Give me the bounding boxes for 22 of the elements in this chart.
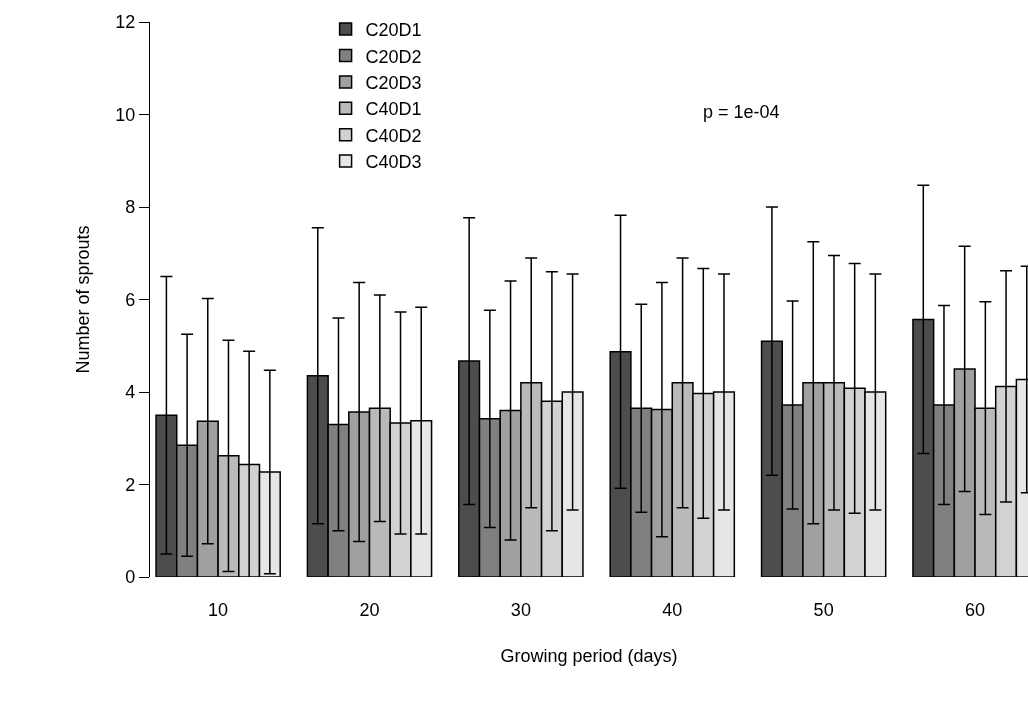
legend-label: C40D2	[365, 125, 422, 146]
y-tick-label: 4	[125, 382, 136, 403]
y-axis-title: Number of sprouts	[73, 225, 94, 374]
legend-label: C40D1	[365, 99, 422, 120]
x-tick-label: 20	[359, 600, 380, 620]
y-tick-label: 8	[125, 197, 136, 218]
annotation: p = 1e-04	[703, 102, 780, 122]
y-tick-label: 12	[115, 12, 136, 33]
x-tick-label: 10	[208, 600, 229, 620]
y-tick-label: 6	[125, 289, 136, 310]
x-tick-label: 50	[813, 600, 834, 620]
legend-label: C40D3	[365, 152, 422, 173]
legend-label: C20D1	[365, 20, 422, 41]
y-tick-label: 10	[115, 104, 136, 125]
x-tick-label: 60	[965, 600, 986, 620]
legend-label: C20D2	[365, 46, 422, 67]
legend-label: C20D3	[365, 72, 422, 93]
x-tick-label: 40	[662, 600, 683, 620]
y-tick-label: 0	[125, 567, 136, 588]
x-tick-label: 30	[510, 600, 531, 620]
y-tick-label: 2	[125, 474, 136, 495]
x-axis-title: Growing period (days)	[500, 646, 678, 667]
